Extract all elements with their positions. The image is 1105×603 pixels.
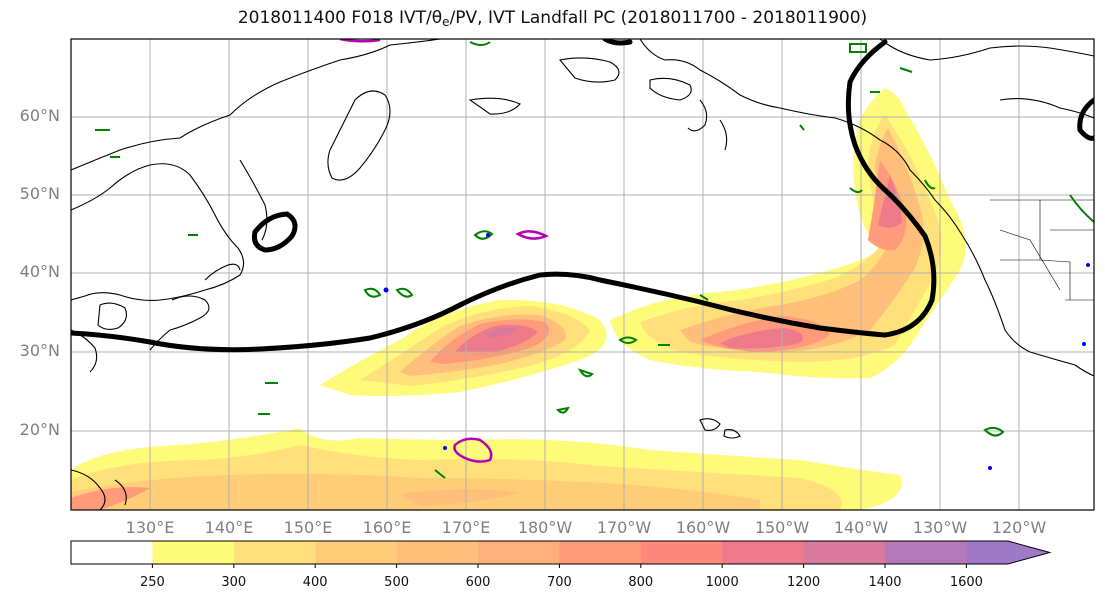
colorbar-tick-label: 500 xyxy=(384,575,409,590)
colorbar-segment xyxy=(71,541,153,564)
lon-label-170w: 170°W xyxy=(596,518,652,537)
colorbar-extend-arrow xyxy=(966,541,1050,564)
colorbar-tick-label: 300 xyxy=(221,575,247,590)
pv-contours xyxy=(95,41,1094,479)
colorbar-tick-label: 700 xyxy=(546,575,572,590)
colorbar-tick-label: 800 xyxy=(628,575,654,590)
colorbar-segment xyxy=(233,541,316,564)
colorbar-segment xyxy=(478,541,560,564)
lon-label-150e: 150°E xyxy=(283,518,333,537)
colorbar-outline xyxy=(70,540,1052,565)
lon-label-160w: 160°W xyxy=(675,518,731,537)
lon-label-180w: 180°W xyxy=(517,518,573,537)
colorbar-tick-label: 600 xyxy=(465,575,491,590)
landfall-contour xyxy=(71,39,1094,353)
colorbar-segment xyxy=(803,541,886,564)
country-borders xyxy=(990,199,1094,301)
lat-label-30: 30°N xyxy=(19,341,60,360)
lon-label-130e: 130°E xyxy=(125,518,175,537)
lat-label-20: 20°N xyxy=(19,420,60,439)
lon-label-170e: 170°E xyxy=(441,518,491,537)
lat-label-60: 60°N xyxy=(19,106,60,125)
lon-label-140e: 140°E xyxy=(204,518,254,537)
colorbar-tick-label: 1000 xyxy=(705,575,739,590)
blue-contours xyxy=(383,233,1090,470)
colorbar-tick-label: 400 xyxy=(302,575,328,590)
colorbar-segment xyxy=(152,541,235,564)
colorbar-segment xyxy=(315,541,398,564)
map-title: 2018011400 F018 IVT/θe/PV, IVT Landfall … xyxy=(237,8,868,29)
map-frame xyxy=(70,38,1095,511)
colorbar-segment xyxy=(640,541,723,564)
coastlines xyxy=(71,39,1094,510)
lon-label-150w: 150°W xyxy=(754,518,810,537)
ivt-shading-southern-band xyxy=(71,428,902,510)
colorbar-segment xyxy=(559,541,642,564)
lon-label-120w: 120°W xyxy=(991,518,1047,537)
colorbar-segment xyxy=(396,541,479,564)
colorbar-tick-label: 1400 xyxy=(868,575,902,590)
colorbar-segment xyxy=(722,541,805,564)
colorbar-tick-label: 1200 xyxy=(787,575,821,590)
colorbar-tick-label: 1600 xyxy=(949,575,983,590)
lon-label-160e: 160°E xyxy=(362,518,412,537)
lon-label-130w: 130°W xyxy=(912,518,968,537)
lat-label-50: 50°N xyxy=(19,184,60,203)
lon-label-140w: 140°W xyxy=(833,518,889,537)
colorbar-tick-label: 250 xyxy=(139,575,165,590)
colorbar-segment xyxy=(885,541,967,564)
ivt-shading-western-plume xyxy=(320,299,607,396)
lat-label-40: 40°N xyxy=(19,262,60,281)
